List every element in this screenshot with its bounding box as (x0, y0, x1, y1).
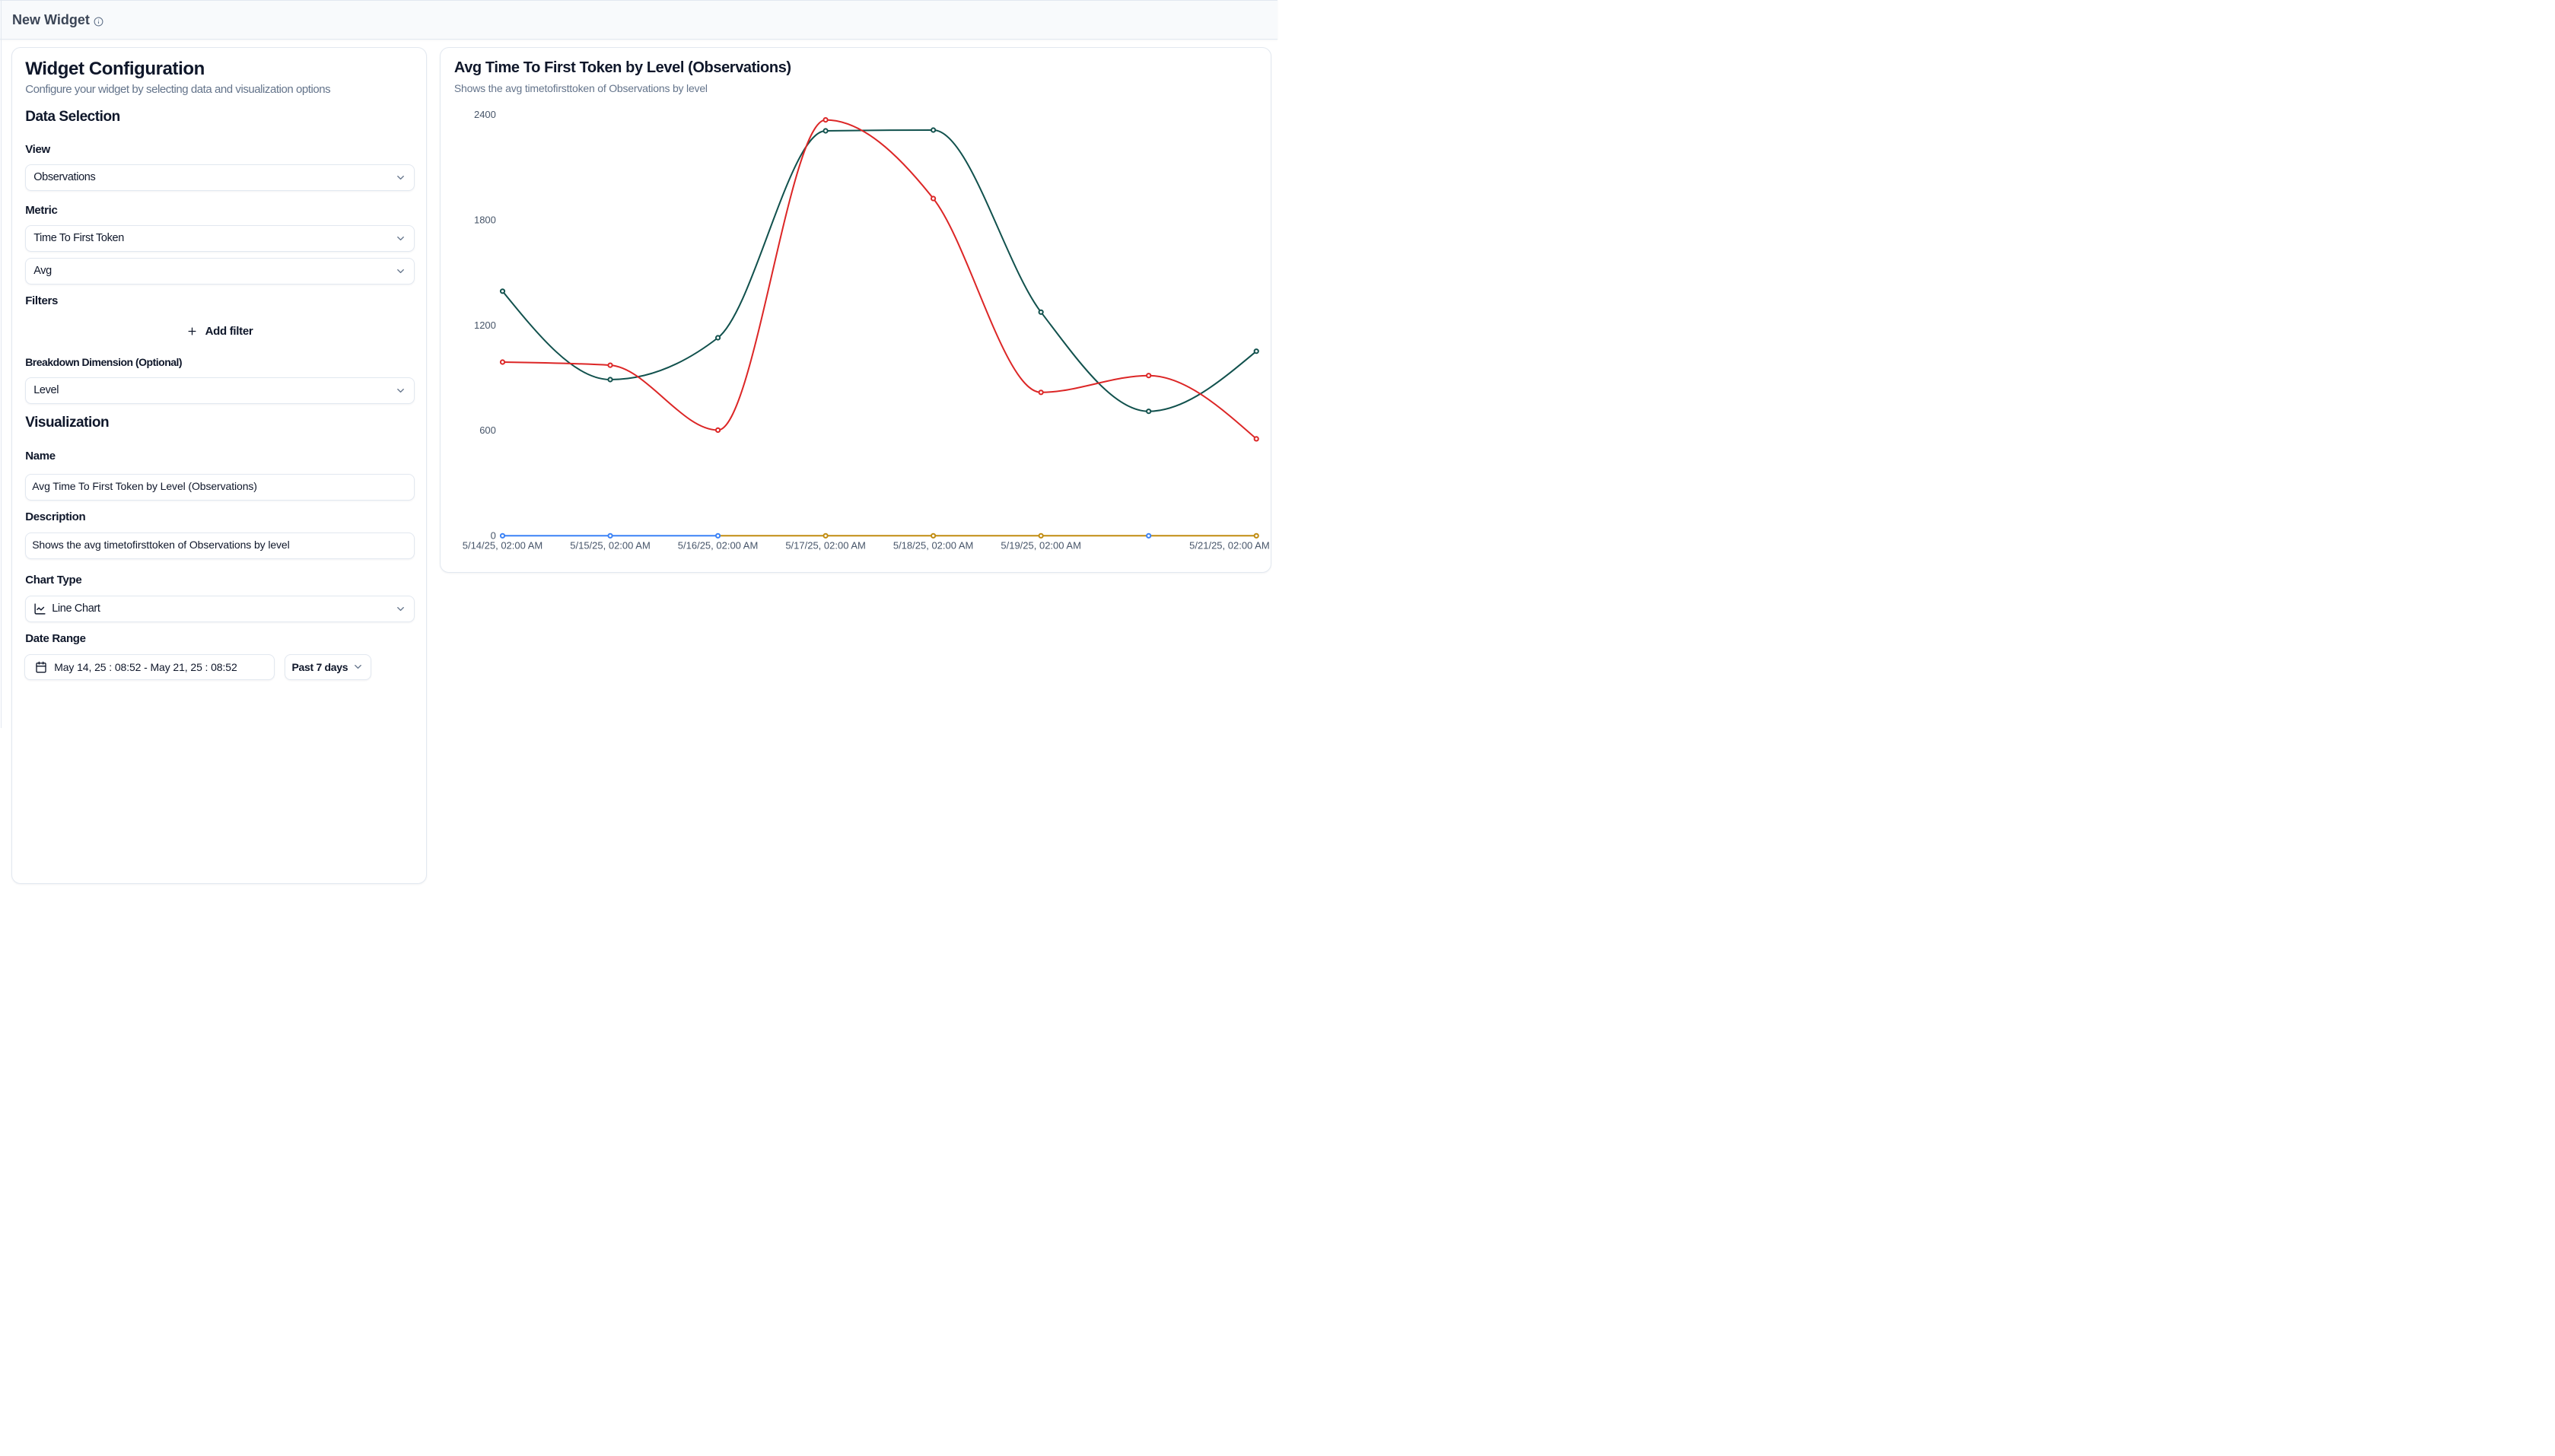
svg-text:5/19/25, 02:00 AM: 5/19/25, 02:00 AM (1001, 540, 1081, 552)
svg-text:5/21/25, 02:00 AM: 5/21/25, 02:00 AM (1189, 540, 1270, 552)
svg-text:5/17/25, 02:00 AM: 5/17/25, 02:00 AM (785, 540, 866, 552)
svg-text:2400: 2400 (474, 109, 496, 120)
svg-text:5/14/25, 02:00 AM: 5/14/25, 02:00 AM (463, 540, 543, 552)
svg-text:1200: 1200 (474, 319, 496, 331)
svg-text:5/15/25, 02:00 AM: 5/15/25, 02:00 AM (570, 540, 651, 552)
svg-text:0: 0 (490, 530, 495, 542)
svg-text:1800: 1800 (474, 215, 496, 226)
svg-text:600: 600 (479, 424, 496, 436)
svg-text:5/18/25, 02:00 AM: 5/18/25, 02:00 AM (893, 540, 974, 552)
svg-text:5/16/25, 02:00 AM: 5/16/25, 02:00 AM (678, 540, 759, 552)
